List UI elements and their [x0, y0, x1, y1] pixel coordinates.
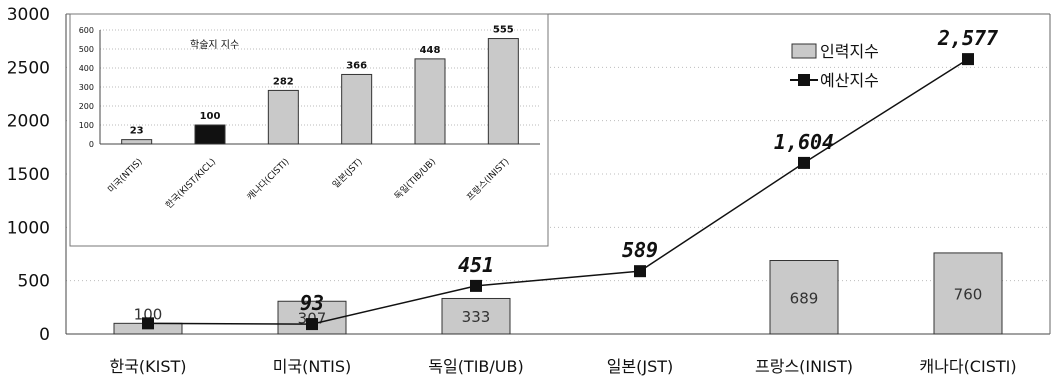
legend: 인력지수 예산지수: [790, 42, 879, 90]
inset-bar-value-label: 366: [346, 60, 367, 71]
y-tick-label: 1500: [7, 165, 50, 185]
bar: [933, 252, 1003, 335]
inset-frame: [69, 13, 549, 247]
line-value-label: 451: [458, 253, 494, 277]
line-marker: [470, 279, 482, 292]
main-bars: 100307333689760: [113, 252, 1003, 335]
inset-y-tick-label: 0: [89, 140, 94, 149]
main-x-axis-labels: 한국(KIST) 미국(NTIS) 독일(TIB/UB) 일본(JST) 프랑스(INI…: [109, 357, 1016, 376]
inset-y-tick-label: 300: [79, 83, 94, 92]
line-value-label: 2,577: [937, 26, 998, 50]
x-category-label: 한국(KIST): [109, 357, 186, 376]
x-category-label: 캐나다(CISTI): [919, 357, 1016, 376]
inset-bar: [414, 58, 446, 145]
inset-bar: [121, 139, 153, 145]
inset-bar: [194, 124, 226, 145]
x-category-label: 미국(NTIS): [273, 357, 352, 376]
x-category-label: 독일(TIB/UB): [428, 357, 523, 376]
inset-y-tick-label: 400: [79, 64, 94, 73]
inset-bars: 23 100 282 366 448 555: [121, 25, 519, 145]
y-tick-label: 2000: [7, 112, 50, 132]
y-tick-label: 0: [39, 325, 50, 345]
inset-y-tick-label: 500: [79, 45, 94, 54]
line-marker: [306, 318, 318, 331]
line-value-label: 93: [300, 291, 324, 315]
x-category-label: 프랑스(INIST): [755, 357, 853, 376]
line-marker: [962, 53, 974, 66]
bar: [769, 260, 839, 335]
y-tick-label: 3000: [7, 5, 50, 25]
bar-value-label: 333: [462, 308, 491, 326]
inset-chart: 0 100 200 300 400 500 600 학술지 지수 23 100 282 366 44…: [69, 13, 549, 247]
bar-value-label: 100: [134, 305, 163, 323]
inset-y-axis: 0 100 200 300 400 500 600: [79, 26, 540, 149]
line-marker: [634, 265, 646, 278]
x-category-label: 일본(JST): [607, 357, 674, 376]
inset-gridlines: [100, 29, 540, 126]
line-marker: [798, 156, 810, 169]
inset-bar-value-label: 555: [493, 25, 514, 36]
inset-bar-value-label: 448: [420, 45, 441, 56]
legend-bar-label: 인력지수: [820, 42, 879, 61]
bar: [441, 297, 511, 335]
main-line-series: 93 451 589 1,604 2,577: [142, 26, 998, 331]
inset-bar-value-label: 282: [273, 76, 294, 87]
inset-bar: [487, 38, 519, 145]
inset-bar-value-label: 23: [130, 126, 144, 137]
bar-value-label: 760: [954, 285, 983, 303]
inset-bar-value-label: 100: [200, 111, 221, 122]
inset-title: 학술지 지수: [190, 39, 239, 51]
bar-value-label: 689: [790, 289, 819, 307]
y-tick-label: 500: [18, 272, 50, 292]
line-marker: [142, 317, 154, 330]
legend-line-marker: [798, 74, 810, 86]
line-value-label: 589: [622, 238, 658, 262]
y-tick-label: 1000: [7, 218, 50, 238]
inset-y-tick-label: 100: [79, 121, 94, 130]
legend-bar-swatch: [791, 43, 817, 59]
legend-line-label: 예산지수: [820, 71, 879, 90]
line-value-label: 1,604: [774, 130, 834, 154]
budget-line: [147, 58, 969, 325]
inset-bar: [267, 89, 299, 145]
inset-bar: [341, 73, 373, 145]
y-tick-label: 2500: [7, 58, 50, 78]
inset-y-tick-label: 200: [79, 102, 94, 111]
inset-y-tick-label: 600: [79, 26, 94, 35]
